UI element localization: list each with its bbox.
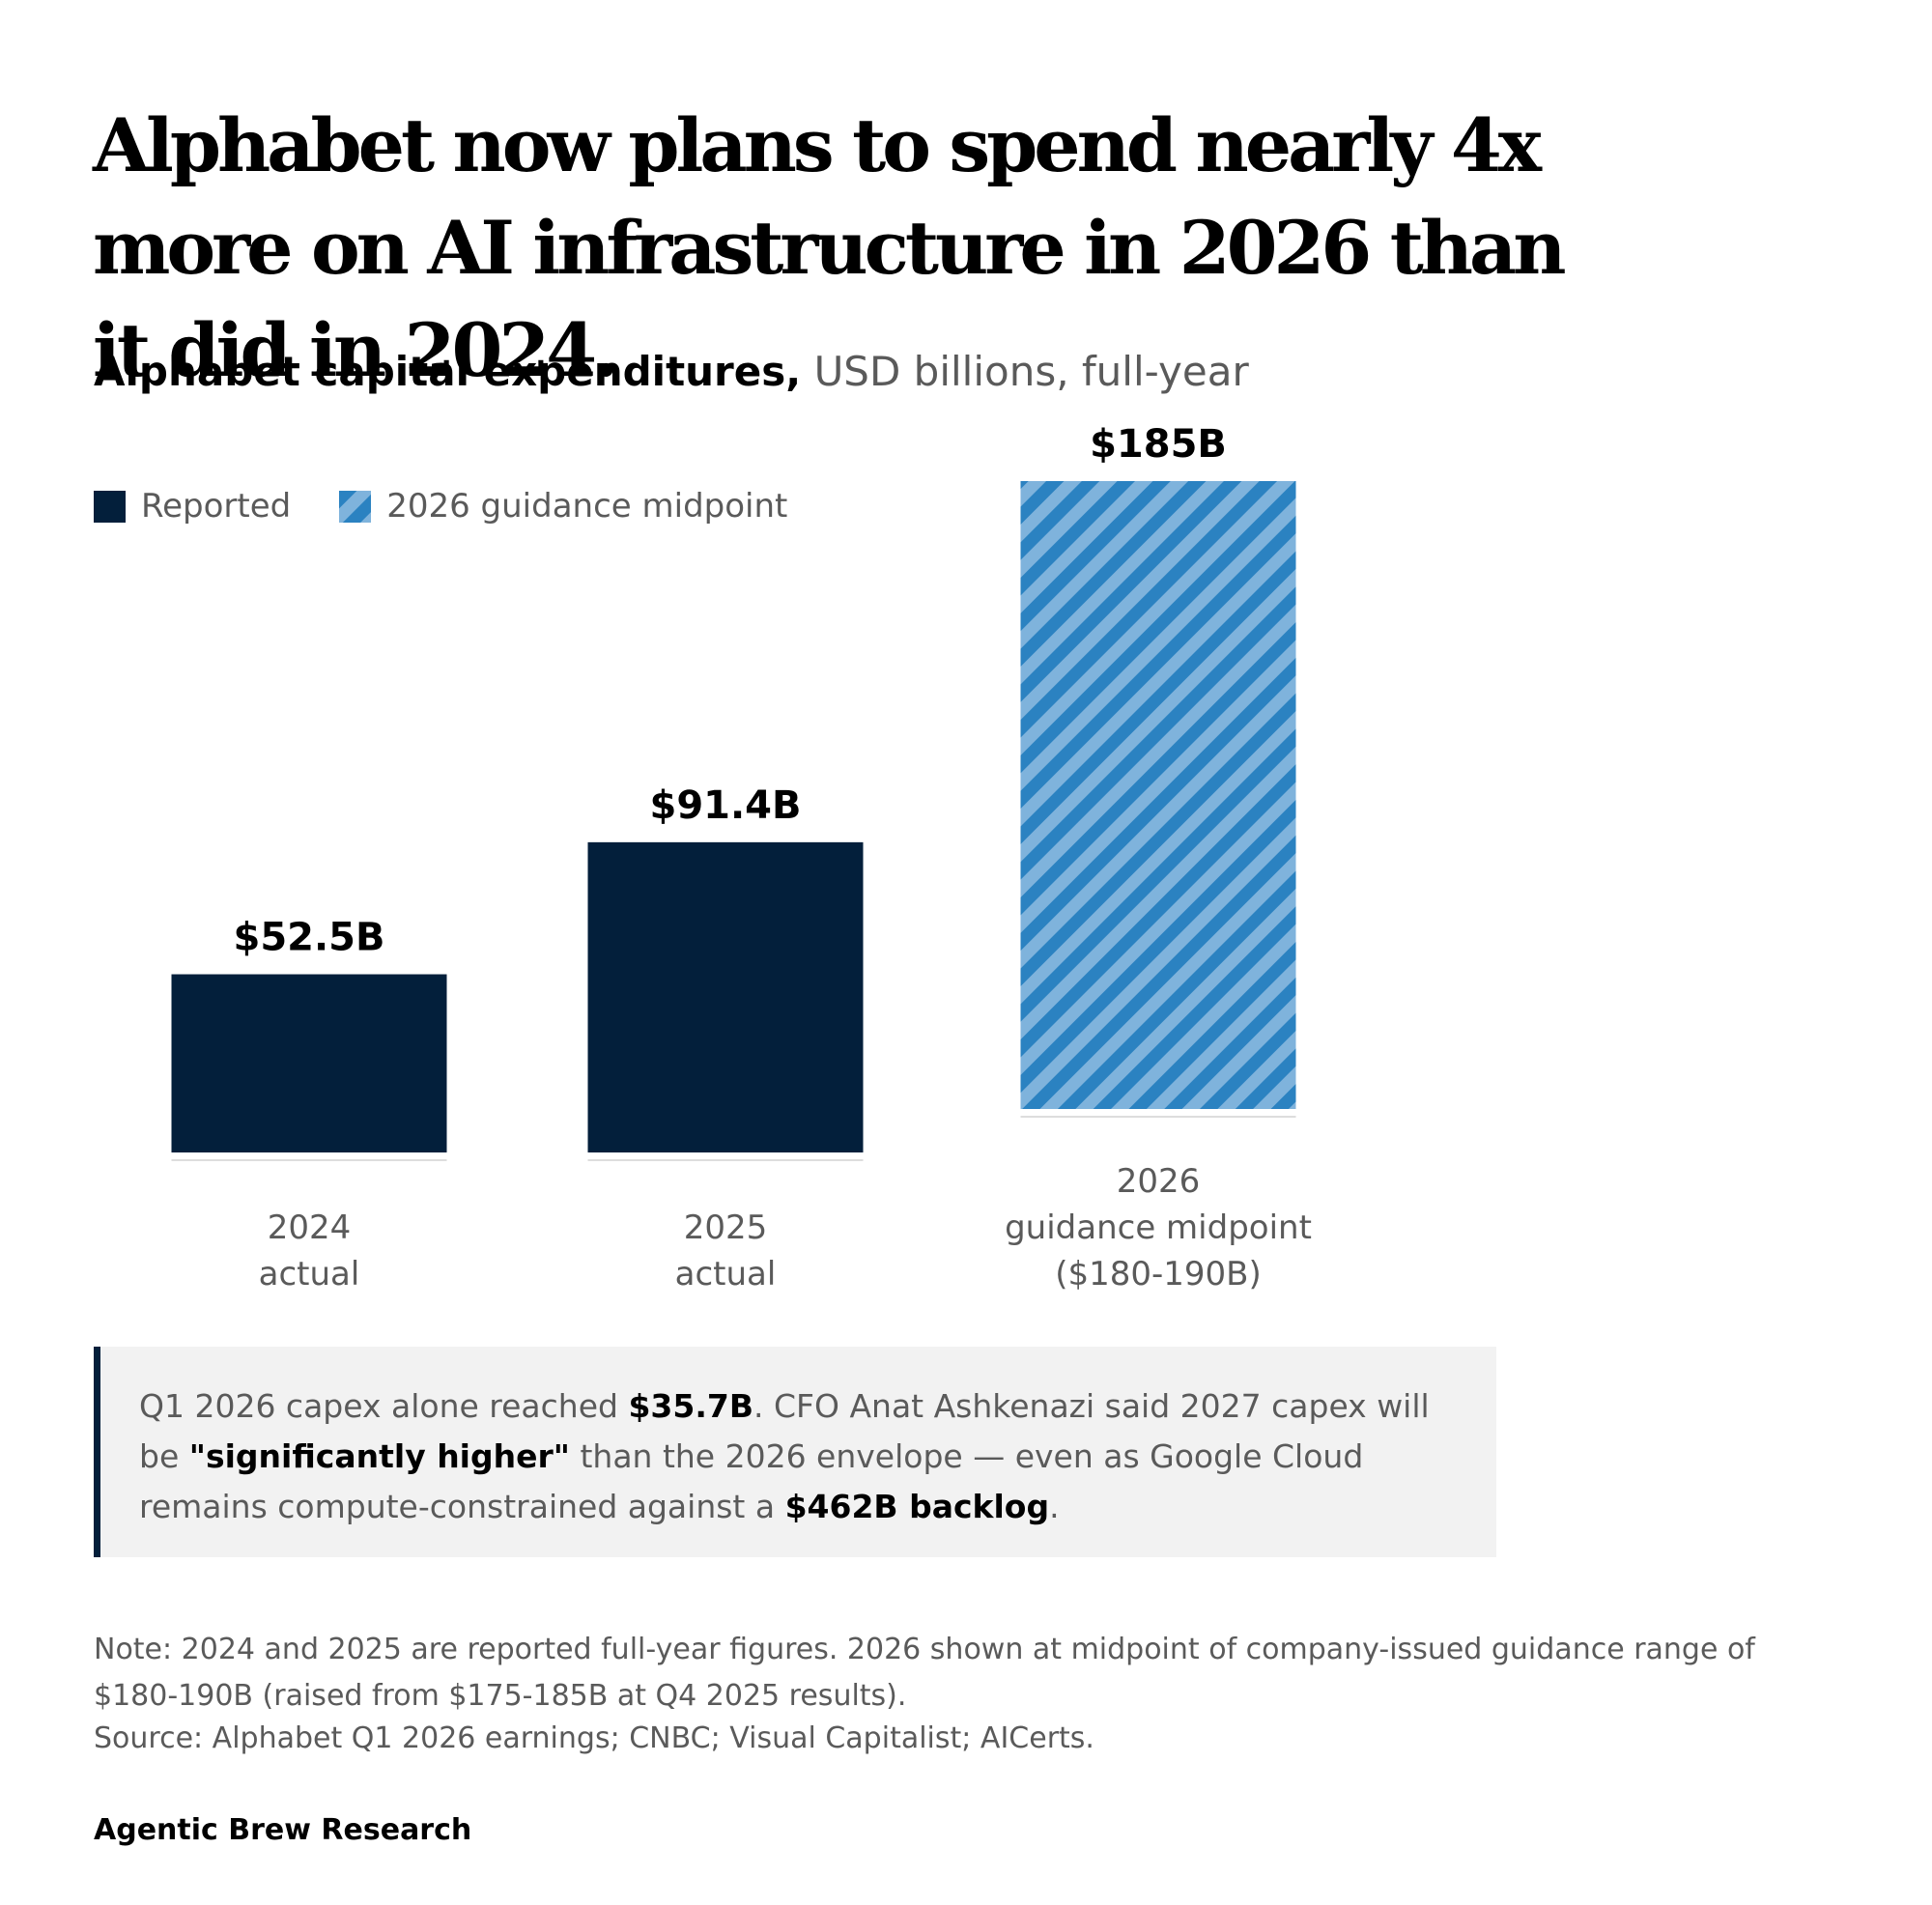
headline: Alphabet now plans to spend nearly 4x mo… [93, 102, 1567, 393]
legend-label-reported: Reported [141, 487, 292, 526]
category-label-2: ($180-190B) [1055, 1255, 1262, 1294]
subtitle-units: USD billions, full-year [801, 348, 1249, 395]
chart-subtitle: Alphabet capital expenditures, USD billi… [94, 348, 1249, 395]
legend-item-reported: Reported [94, 487, 291, 526]
bar-0 [171, 974, 447, 1152]
source-line: Source: Alphabet Q1 2026 earnings; CNBC;… [94, 1721, 1094, 1755]
category-label-0: actual [259, 1255, 360, 1294]
bar-chart: $52.5B 2024 actual $91.4B 2025 actual $185B 202… [171, 422, 1312, 1294]
category-label-0: 2024 [268, 1208, 352, 1247]
callout-text: . CFO Anat Ashkenazi said 2027 capex wil… [139, 1387, 1430, 1475]
legend-swatch-guidance [339, 490, 372, 523]
data-label-0: $52.5B [233, 916, 384, 960]
callout-highlight-quote: "significantly higher" [188, 1437, 570, 1475]
category-label-2: guidance midpoint [1005, 1208, 1312, 1247]
callout-highlight-backlog: $462B backlog [784, 1488, 1050, 1525]
brand-credit: Agentic Brew Research [94, 1813, 472, 1847]
category-label-2: 2026 [1117, 1162, 1201, 1201]
category-label-1: actual [675, 1255, 777, 1294]
bar-2 [1020, 481, 1296, 1109]
legend-swatch-reported [94, 490, 126, 523]
callout-text: . [1049, 1488, 1060, 1525]
footnote: Note: 2024 and 2025 are reported full-ye… [94, 1633, 1755, 1713]
callout-highlight-q1: $35.7B [628, 1387, 753, 1425]
subtitle-bold: Alphabet capital expenditures, [94, 348, 802, 395]
data-label-1: $91.4B [649, 783, 801, 828]
callout-text: than the 2026 envelope — even as Google … [139, 1437, 1364, 1525]
category-label-1: 2025 [684, 1208, 768, 1247]
legend: Reported 2026 guidance midpoint [94, 487, 836, 526]
callout-text: Q1 2026 capex alone reached [139, 1387, 629, 1425]
data-label-2: $185B [1090, 422, 1227, 467]
callout-box: Q1 2026 capex alone reached $35.7B. CFO … [94, 1347, 1496, 1557]
legend-item-guidance: 2026 guidance midpoint [339, 487, 787, 526]
bar-1 [587, 841, 864, 1152]
legend-label-guidance: 2026 guidance midpoint [386, 487, 788, 526]
